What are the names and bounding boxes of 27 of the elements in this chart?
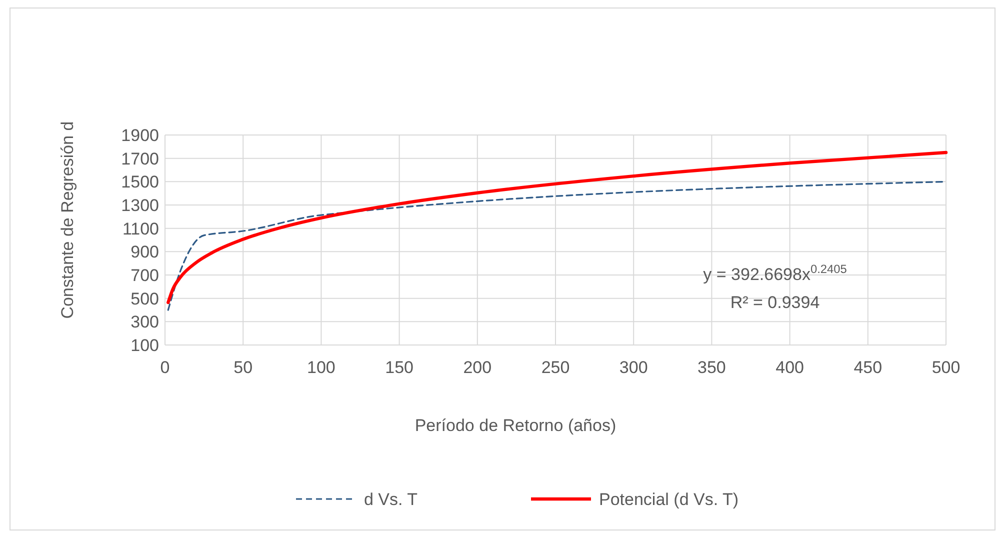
x-tick-label: 500 <box>932 358 960 377</box>
y-tick-label: 700 <box>130 266 159 285</box>
y-tick-label: 1500 <box>121 172 159 192</box>
legend-label: d Vs. T <box>364 490 418 509</box>
annotation: y = 392.6698x$^{0.2405}$ <box>703 262 848 284</box>
y-tick-label: 1300 <box>121 196 159 215</box>
x-tick-label: 200 <box>463 358 492 377</box>
x-tick-label: 250 <box>541 358 570 377</box>
x-tick-label: 400 <box>776 358 804 377</box>
y-tick-label: 900 <box>130 242 159 262</box>
x-axis-title: Período de Retorno (años) <box>414 416 616 435</box>
x-tick-label: 150 <box>385 358 414 377</box>
x-tick-label: 50 <box>234 358 253 377</box>
y-axis-title: Constante de Regresión d <box>58 121 77 319</box>
legend-label: Potencial (d Vs. T) <box>599 490 739 509</box>
y-tick-label: 500 <box>130 289 159 308</box>
x-tick-label: 450 <box>854 358 882 377</box>
y-tick-label: 300 <box>130 312 159 332</box>
y-tick-label: 100 <box>130 336 159 355</box>
annotation: R² = 0.9394 <box>730 293 820 312</box>
x-tick-label: 350 <box>698 358 726 377</box>
y-tick-label: 1100 <box>122 219 159 238</box>
x-tick-label: 0 <box>160 358 170 377</box>
y-tick-label: 1900 <box>121 126 159 145</box>
y-tick-label: 1700 <box>121 149 159 168</box>
x-tick-label: 100 <box>307 358 336 377</box>
x-tick-label: 300 <box>619 358 648 377</box>
